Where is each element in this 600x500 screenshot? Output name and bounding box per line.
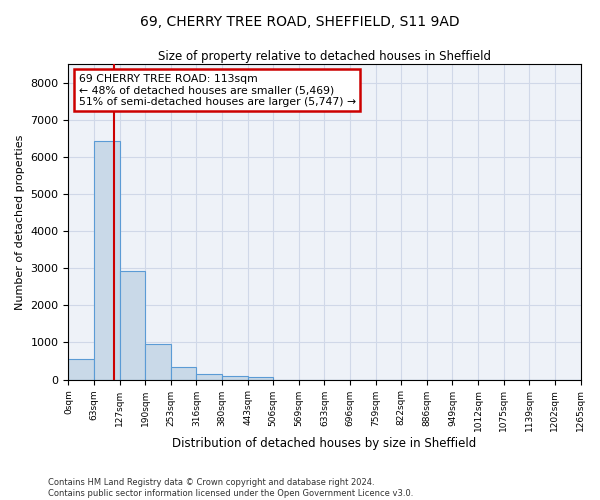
Bar <box>94 141 119 380</box>
Bar <box>68 359 94 380</box>
Bar <box>145 344 171 380</box>
Bar <box>171 367 196 380</box>
Text: Contains HM Land Registry data © Crown copyright and database right 2024.
Contai: Contains HM Land Registry data © Crown c… <box>48 478 413 498</box>
Bar <box>119 271 145 380</box>
Text: 69 CHERRY TREE ROAD: 113sqm
← 48% of detached houses are smaller (5,469)
51% of : 69 CHERRY TREE ROAD: 113sqm ← 48% of det… <box>79 74 356 107</box>
Text: 69, CHERRY TREE ROAD, SHEFFIELD, S11 9AD: 69, CHERRY TREE ROAD, SHEFFIELD, S11 9AD <box>140 15 460 29</box>
Bar <box>248 377 273 380</box>
X-axis label: Distribution of detached houses by size in Sheffield: Distribution of detached houses by size … <box>172 437 476 450</box>
Title: Size of property relative to detached houses in Sheffield: Size of property relative to detached ho… <box>158 50 491 63</box>
Bar <box>196 374 222 380</box>
Bar <box>222 376 248 380</box>
Y-axis label: Number of detached properties: Number of detached properties <box>15 134 25 310</box>
